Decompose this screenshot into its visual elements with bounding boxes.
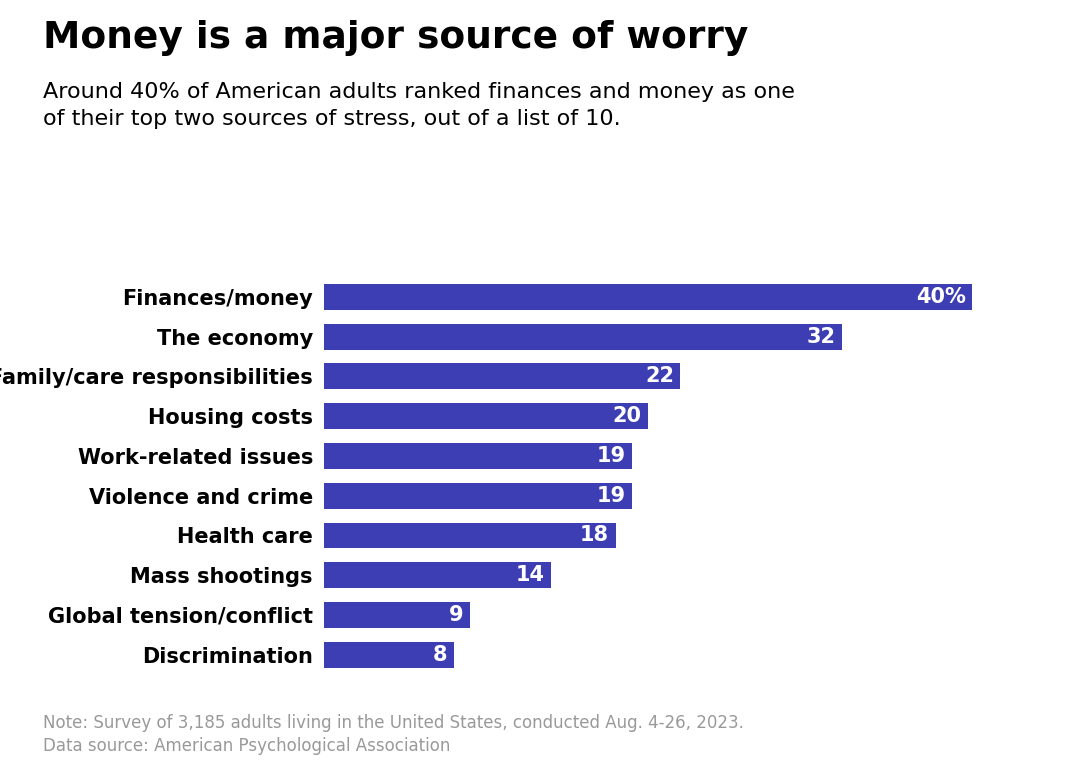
- Text: 32: 32: [807, 327, 836, 346]
- Text: 19: 19: [596, 446, 625, 466]
- Text: 22: 22: [645, 367, 674, 386]
- Bar: [324, 602, 470, 628]
- Bar: [324, 403, 648, 429]
- Text: 20: 20: [612, 406, 642, 426]
- Text: Note: Survey of 3,185 adults living in the United States, conducted Aug. 4-26, 2: Note: Survey of 3,185 adults living in t…: [43, 714, 744, 732]
- Bar: [324, 284, 972, 310]
- Text: 14: 14: [515, 566, 544, 585]
- Bar: [324, 523, 616, 548]
- Bar: [324, 642, 454, 668]
- Text: Data source: American Psychological Association: Data source: American Psychological Asso…: [43, 737, 450, 755]
- Text: 8: 8: [433, 645, 447, 665]
- Text: Money is a major source of worry: Money is a major source of worry: [43, 20, 748, 55]
- Text: 40%: 40%: [916, 287, 966, 307]
- Bar: [324, 324, 842, 349]
- Text: Around 40% of American adults ranked finances and money as one
of their top two : Around 40% of American adults ranked fin…: [43, 82, 795, 129]
- Text: 9: 9: [448, 605, 463, 625]
- Bar: [324, 483, 632, 509]
- Text: 18: 18: [580, 526, 609, 545]
- Bar: [324, 562, 551, 588]
- Text: 19: 19: [596, 486, 625, 505]
- Bar: [324, 443, 632, 469]
- Bar: [324, 363, 680, 389]
